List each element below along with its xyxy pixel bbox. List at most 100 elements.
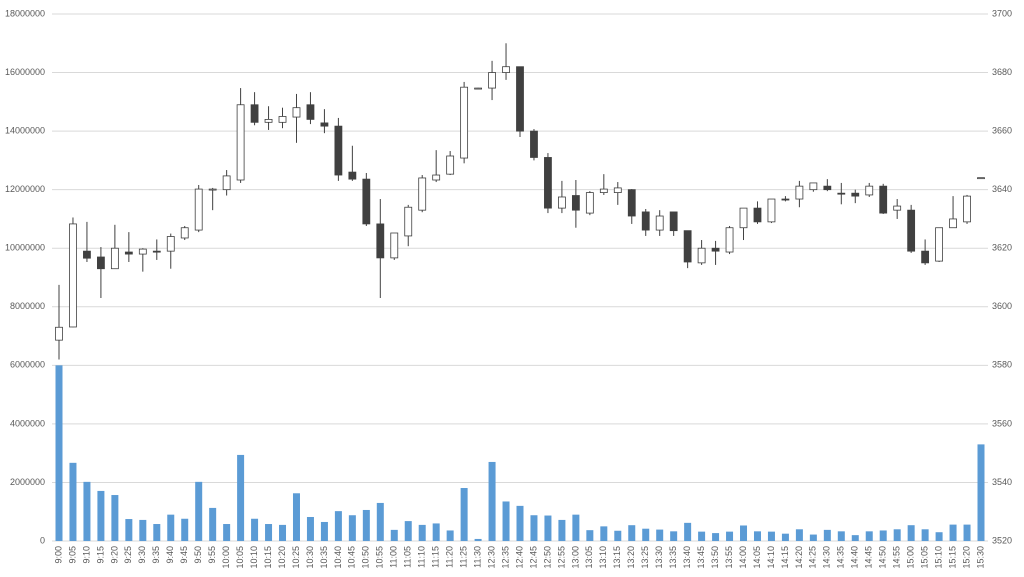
candle-body — [809, 182, 818, 191]
candle-body — [753, 207, 762, 223]
candle-body — [180, 227, 189, 239]
x-tick-label: 12:40 — [514, 546, 524, 569]
candle-body — [222, 175, 231, 191]
volume-bar — [474, 538, 482, 541]
volume-bar — [921, 529, 929, 541]
candle-body — [669, 211, 678, 232]
volume-bar — [167, 514, 175, 541]
x-tick-label: 13:35 — [668, 546, 678, 569]
candle-body — [641, 211, 650, 231]
candle-body — [362, 178, 371, 225]
x-tick-label: 10:05 — [235, 546, 245, 569]
y2-tick-label: 3540 — [992, 477, 1012, 487]
volume-bar — [544, 515, 552, 541]
volume-bar — [963, 524, 971, 541]
candle-body — [585, 192, 594, 214]
candle-body — [55, 326, 63, 341]
volume-bar — [418, 524, 426, 541]
volume-bar — [600, 526, 608, 541]
candle-body — [865, 185, 874, 196]
x-tick-label: 14:40 — [850, 546, 860, 569]
x-tick-label: 15:15 — [947, 546, 957, 569]
x-tick-label: 11:15 — [431, 546, 441, 568]
x-tick-label: 9:35 — [151, 546, 161, 564]
x-tick-label: 10:20 — [277, 546, 287, 569]
x-tick-label: 11:10 — [417, 546, 427, 568]
candle-body — [194, 188, 203, 231]
x-tick-label: 13:40 — [682, 546, 692, 569]
candle-body — [921, 250, 930, 264]
volume-bar — [237, 454, 245, 541]
x-tick-label: 12:45 — [528, 546, 538, 569]
y2-tick-label: 3660 — [992, 125, 1012, 135]
volume-bar — [726, 531, 734, 541]
volume-bar — [642, 528, 650, 541]
x-tick-label: 9:50 — [193, 546, 203, 564]
candle-body — [208, 188, 217, 191]
volume-bar — [223, 524, 231, 541]
candle-body — [558, 196, 566, 209]
volume-bar — [362, 509, 370, 541]
x-tick-label: 12:55 — [556, 546, 566, 569]
volume-bar — [572, 514, 580, 541]
volume-bar — [488, 461, 496, 541]
volume-bar — [404, 521, 412, 541]
volume-bar — [55, 365, 63, 541]
y2-tick-label: 3680 — [992, 67, 1012, 77]
volume-bar — [446, 530, 454, 541]
x-tick-label: 9:20 — [109, 546, 119, 564]
volume-bar — [209, 507, 217, 541]
volume-bar — [656, 529, 664, 541]
x-tick-label: 14:35 — [836, 546, 846, 569]
x-tick-label: 9:30 — [137, 546, 147, 564]
y2-tick-label: 3620 — [992, 243, 1012, 253]
x-tick-label: 13:45 — [696, 546, 706, 569]
candle-body — [781, 198, 790, 201]
candle-body — [110, 247, 119, 270]
candle-body — [837, 192, 846, 195]
candle-body — [544, 157, 552, 209]
candle-body — [124, 251, 133, 255]
y-tick-label: 2000000 — [10, 477, 45, 487]
volume-bar — [670, 531, 678, 541]
y-tick-label: 0 — [40, 535, 45, 545]
x-tick-label: 9:05 — [67, 546, 77, 564]
candle-body — [516, 66, 524, 132]
y-tick-label: 8000000 — [10, 301, 45, 311]
volume-bar — [292, 493, 300, 541]
candle-body — [823, 185, 832, 191]
candle-body — [138, 248, 147, 255]
x-tick-label: 14:00 — [738, 546, 748, 569]
x-tick-label: 14:05 — [752, 546, 762, 569]
x-tick-label: 11:30 — [472, 546, 482, 568]
volume-bar — [949, 524, 957, 541]
y2-tick-label: 3640 — [992, 184, 1012, 194]
x-tick-label: 10:10 — [249, 546, 259, 569]
volume-bar — [879, 530, 887, 541]
volume-bar — [712, 533, 720, 541]
x-tick-label: 13:00 — [570, 546, 580, 569]
volume-bar — [279, 524, 287, 541]
x-tick-label: 10:40 — [333, 546, 343, 569]
candle-body — [97, 256, 105, 270]
candle-body — [893, 205, 902, 211]
candle-body — [376, 223, 385, 259]
x-tick-label: 10:45 — [347, 546, 357, 569]
x-tick-label: 14:10 — [766, 546, 776, 569]
x-tick-label: 9:10 — [81, 546, 91, 564]
y-tick-label: 6000000 — [10, 360, 45, 370]
candle-body — [488, 72, 496, 89]
x-tick-label: 15:30 — [975, 546, 985, 569]
x-tick-label: 11:00 — [389, 546, 399, 568]
candle-body — [655, 215, 664, 231]
volume-bar — [809, 534, 817, 541]
volume-bar — [460, 488, 468, 541]
y2-tick-label: 3520 — [992, 535, 1012, 545]
candle-body — [725, 227, 734, 253]
y-tick-label: 10000000 — [5, 243, 45, 253]
volume-bar — [977, 444, 985, 541]
x-tick-label: 13:15 — [612, 546, 622, 569]
volume-bar — [795, 529, 803, 541]
volume-bar — [740, 525, 748, 541]
candle-body — [306, 104, 315, 120]
